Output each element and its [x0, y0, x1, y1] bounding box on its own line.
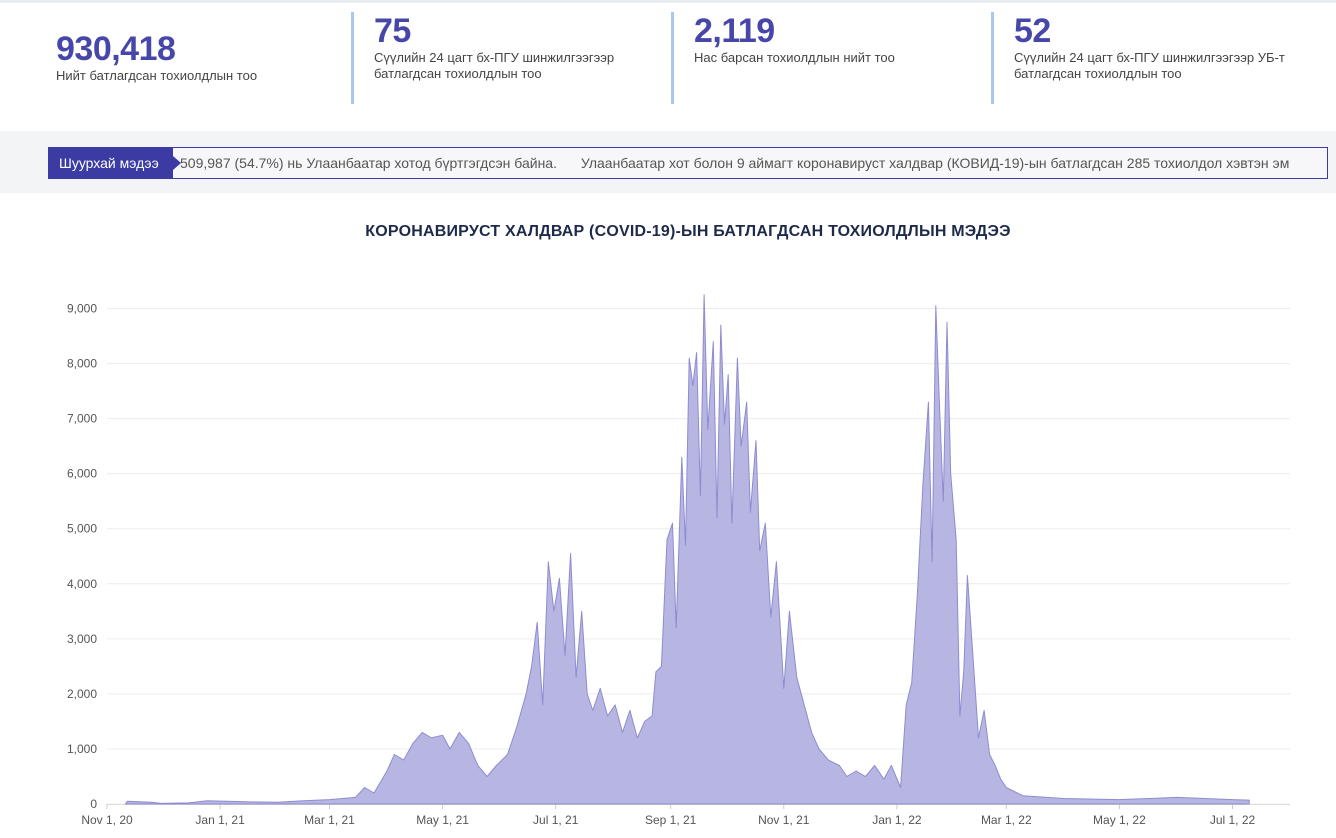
y-tick-label: 6,000	[67, 467, 97, 481]
x-tick-label: May 1, 21	[416, 813, 469, 827]
news-item[interactable]: Улаанбаатар хот болон 9 аймагт коронавир…	[580, 155, 1290, 171]
x-tick-label: Jul 1, 22	[1210, 813, 1256, 827]
y-tick-label: 2,000	[67, 687, 97, 701]
x-tick-label: Jan 1, 21	[195, 813, 245, 827]
news-item[interactable]: 509,987 (54.7%) нь Улаанбаатар хотод бүр…	[180, 155, 557, 171]
top-border	[0, 0, 1336, 3]
stat-total-deaths: 2,119 Нас барсан тохиолдлын нийт тоо	[671, 12, 964, 104]
y-tick-label: 3,000	[67, 632, 97, 646]
x-tick-label: Mar 1, 22	[981, 813, 1032, 827]
stats-row: 930,418 Нийт батлагдсан тохиолдлын тоо 7…	[0, 8, 1336, 108]
x-tick-label: Nov 1, 21	[758, 813, 810, 827]
x-tick-label: Jan 1, 22	[872, 813, 922, 827]
y-tick-label: 8,000	[67, 357, 97, 371]
y-tick-label: 5,000	[67, 522, 97, 536]
y-tick-label: 0	[90, 797, 97, 811]
stat-value: 75	[374, 12, 411, 50]
stat-label: Сүүлийн 24 цагт бх-ПГУ шинжилгээгээр УБ-…	[1014, 50, 1285, 81]
news-label: Шуурхай мэдээ	[49, 148, 181, 178]
stat-value: 2,119	[694, 12, 775, 50]
stat-label: Сүүлийн 24 цагт бх-ПГУ шинжилгээгээр бат…	[374, 50, 615, 81]
y-tick-label: 1,000	[67, 742, 97, 756]
news-ticker-bar: Шуурхай мэдээ 509,987 (54.7%) нь Улаанба…	[48, 147, 1328, 179]
x-tick-label: Jul 1, 21	[533, 813, 579, 827]
stat-total-confirmed: 930,418 Нийт батлагдсан тохиолдлын тоо	[56, 30, 316, 122]
stat-value: 52	[1014, 12, 1051, 50]
y-tick-label: 9,000	[67, 302, 97, 316]
stat-value: 930,418	[56, 30, 176, 68]
stat-label: Нийт батлагдсан тохиолдлын тоо	[56, 68, 258, 83]
stat-label: Нас барсан тохиолдлын нийт тоо	[694, 50, 895, 65]
x-tick-label: May 1, 22	[1093, 813, 1146, 827]
covid-area-chart: 0 1,000 2,000 3,000 4,000 5,000 6,000 7,000 8,00…	[67, 294, 1290, 827]
stat-last-24h-confirmed: 75 Сүүлийн 24 цагт бх-ПГУ шинжилгээгээр …	[351, 12, 644, 104]
y-tick-label: 7,000	[67, 412, 97, 426]
x-tick-label: Sep 1, 21	[645, 813, 697, 827]
news-band: Шуурхай мэдээ 509,987 (54.7%) нь Улаанба…	[0, 131, 1336, 193]
stat-last-24h-ub-confirmed: 52 Сүүлийн 24 цагт бх-ПГУ шинжилгээгээр …	[991, 12, 1304, 104]
news-ticker[interactable]: 509,987 (54.7%) нь Улаанбаатар хотод бүр…	[180, 148, 1309, 178]
x-tick-label: Mar 1, 21	[304, 813, 355, 827]
chart-title: КОРОНАВИРУСТ ХАЛДВАР (COVID-19)-ЫН БАТЛА…	[365, 223, 1011, 240]
series-area	[125, 294, 1250, 805]
x-tick-label: Nov 1, 20	[81, 813, 133, 827]
y-tick-label: 4,000	[67, 577, 97, 591]
